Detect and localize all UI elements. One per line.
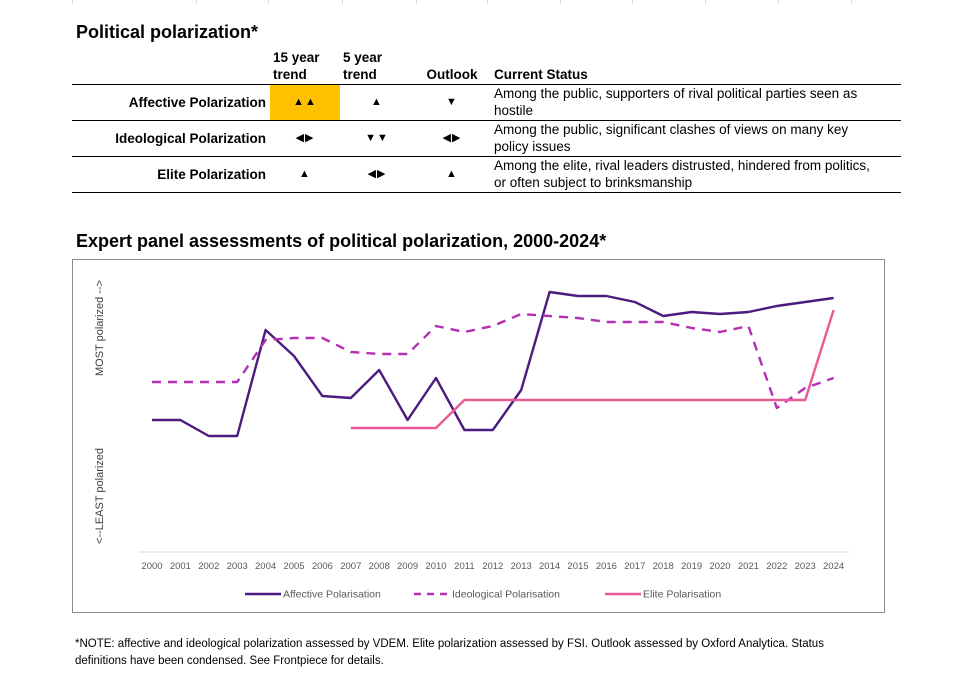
row-name: Elite Polarization [157, 166, 266, 182]
x-tick-label: 2012 [482, 561, 503, 572]
table-header-row: 15 year trend 5 year trend Outlook Current… [72, 48, 901, 84]
footnote-line2: definitions have been condensed. See Fro… [75, 655, 384, 667]
legend-label-1: Affective Polarisation [283, 589, 381, 601]
trend-5-cell: ▲ [371, 95, 383, 108]
series-line-1 [152, 290, 834, 438]
outlook-cell: ▼ [446, 95, 458, 108]
x-tick-label: 2019 [681, 561, 702, 572]
status-line1: Among the elite, rival leaders distruste… [494, 158, 870, 173]
table-row: Ideological Polarization ◀▶ ▼▼ ◀▶ Among … [72, 120, 901, 156]
outlook-cell: ◀▶ [442, 131, 462, 144]
header-15-line1: 15 year [273, 49, 320, 65]
chart-frame: 2000 2001 2002 2003 2004 2005 2006 2007 2008 2009… [72, 259, 885, 613]
footnote: *NOTE: affective and ideological polariz… [75, 636, 905, 670]
status-line1: Among the public, significant clashes of… [494, 122, 849, 137]
line-chart: 2000 2001 2002 2003 2004 2005 2006 2007 2008 2009… [94, 280, 849, 601]
table-title: Political polarization* [76, 22, 259, 42]
x-tick-label: 2007 [340, 561, 361, 572]
x-tick-label: 2002 [198, 561, 219, 572]
table-row: Affective Polarization ▲▲ ▲ ▼ Among the … [72, 84, 901, 120]
header-empty [72, 48, 270, 84]
series-line-2 [152, 312, 834, 410]
x-tick-label: 2011 [454, 561, 474, 572]
x-tick-label: 2006 [312, 561, 333, 572]
status-line1: Among the public, supporters of rival po… [494, 86, 858, 101]
x-tick-label: 2022 [766, 561, 787, 572]
row-name: Affective Polarization [128, 94, 266, 110]
status-cell: Among the elite, rival leaders distruste… [490, 156, 901, 192]
x-tick-label: 2001 [170, 561, 191, 572]
x-tick-label: 2021 [738, 561, 759, 572]
x-tick-label: 2014 [539, 561, 560, 572]
status-line2: or often subject to brinksmanship [494, 175, 693, 190]
x-tick-label: 2013 [511, 561, 532, 572]
header-5-year-trend: 5 year trend [340, 48, 414, 84]
status-cell: Among the public, supporters of rival po… [490, 84, 901, 120]
header-outlook: Outlook [426, 66, 478, 82]
y-axis-label-top: MOST polarized --> [94, 280, 106, 376]
legend-label-3: Elite Polarisation [643, 589, 721, 601]
chart-title: Expert panel assessments of political po… [76, 231, 607, 251]
x-tick-label: 2023 [795, 561, 816, 572]
x-tick-label: 2003 [227, 561, 248, 572]
x-tick-label: 2024 [823, 561, 844, 572]
legend-label-2: Ideological Polarisation [452, 589, 560, 601]
trend-15-cell: ▲ [299, 167, 311, 180]
status-line2: hostile [494, 103, 534, 118]
header-15-year-trend: 15 year trend [270, 48, 340, 84]
x-tick-label: 2008 [369, 561, 390, 572]
trend-5-cell: ▼▼ [365, 131, 389, 144]
x-tick-label: 2004 [255, 561, 276, 572]
sheet-gridlines [0, 0, 971, 4]
status-line2: policy issues [494, 139, 571, 154]
x-tick-label: 2015 [567, 561, 588, 572]
y-axis-label-bottom: <--LEAST polarized [94, 448, 106, 544]
x-tick-label: 2010 [425, 561, 446, 572]
trend-15-cell: ◀▶ [295, 131, 315, 144]
x-tick-label: 2018 [653, 561, 674, 572]
x-tick-label: 2009 [397, 561, 418, 572]
header-5-line2: trend [343, 66, 377, 82]
x-tick-label: 2005 [283, 561, 304, 572]
x-tick-label: 2000 [141, 561, 162, 572]
x-tick-label: 2020 [709, 561, 730, 572]
status-cell: Among the public, significant clashes of… [490, 120, 901, 156]
outlook-cell: ▲ [446, 167, 458, 180]
table-row: Elite Polarization ▲ ◀▶ ▲ Among the elit… [72, 156, 901, 192]
row-name: Ideological Polarization [115, 130, 266, 146]
x-tick-label: 2016 [596, 561, 617, 572]
trend-5-cell: ◀▶ [367, 167, 387, 180]
footnote-line1: *NOTE: affective and ideological polariz… [75, 638, 824, 650]
header-15-line2: trend [273, 66, 307, 82]
series-line-3 [350, 309, 835, 430]
polarization-table: 15 year trend 5 year trend Outlook Current… [72, 48, 901, 193]
header-5-line1: 5 year [343, 49, 383, 65]
header-current-status: Current Status [494, 66, 588, 82]
x-tick-label: 2017 [624, 561, 645, 572]
trend-15-cell: ▲▲ [270, 84, 340, 120]
